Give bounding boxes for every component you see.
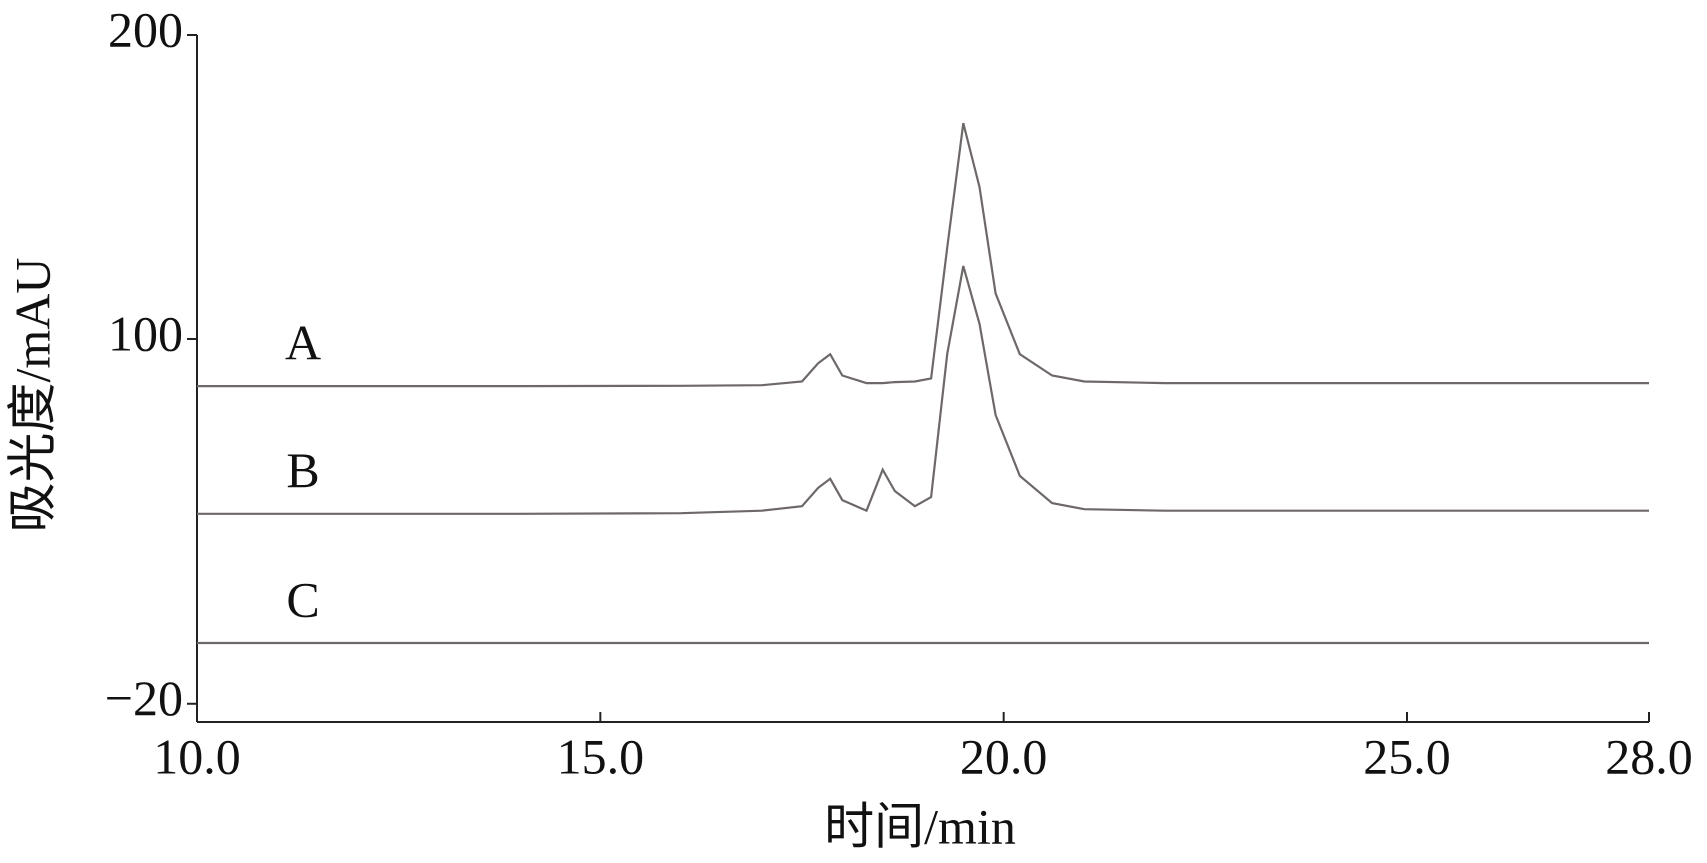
y-tick-label: 100 [108,305,183,361]
y-axis-label: 吸光度/mAU [4,258,60,533]
x-tick-label: 25.0 [1363,728,1451,784]
series-label: A [285,315,321,371]
x-tick-label: 10.0 [153,728,241,784]
series-line [197,122,1649,388]
series-label: B [286,442,319,498]
x-axis-label: 时间/min [824,798,1016,854]
series-label: C [286,571,319,627]
y-tick-label: 200 [108,1,183,57]
y-tick-label: −20 [105,670,183,726]
x-tick-label: 20.0 [960,728,1048,784]
x-tick-label: 28.0 [1605,728,1693,784]
x-tick-label: 15.0 [557,728,645,784]
series-line [197,265,1649,515]
